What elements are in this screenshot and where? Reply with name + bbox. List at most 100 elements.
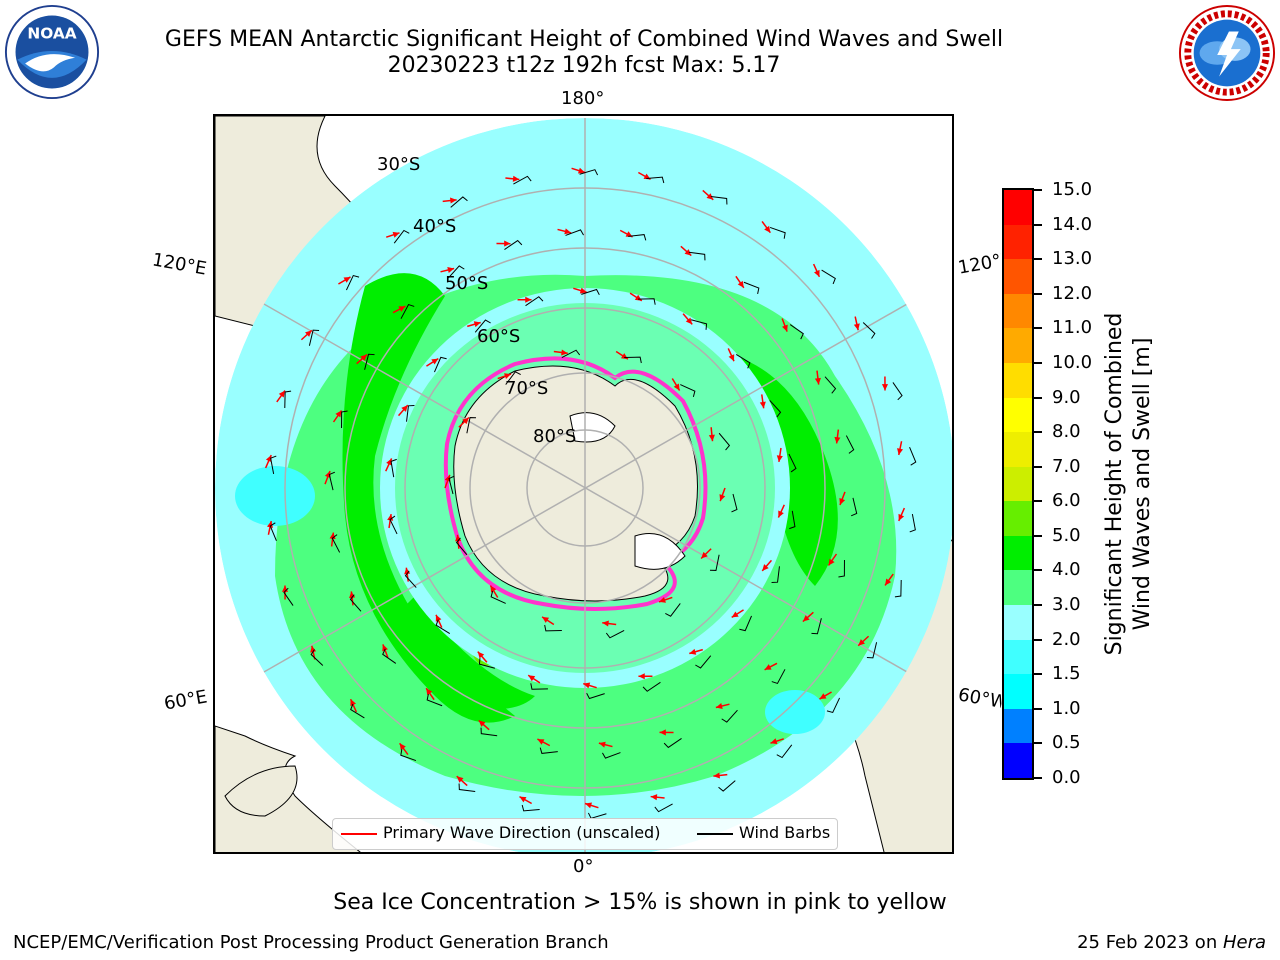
wave-arrow-head: [659, 597, 666, 603]
wave-arrow-head: [382, 644, 388, 652]
lon-label-0: 0°: [573, 856, 594, 877]
land-madagascar: [224, 765, 298, 817]
wind-barb: [341, 410, 348, 428]
wave-arrow-head: [776, 455, 783, 462]
wind-barb: [283, 587, 294, 606]
wind-barbs: [269, 169, 917, 819]
lon-label-180: 180°: [561, 88, 605, 109]
wind-barb: [824, 376, 837, 394]
wave-arrow-head: [456, 776, 464, 783]
colorbar-tick: [1034, 638, 1042, 641]
wind-barb: [771, 566, 780, 584]
colorbar-tick: [1034, 223, 1042, 226]
wind-barb: [731, 493, 738, 513]
wind-barb: [400, 303, 415, 319]
wave-arrow-head: [329, 532, 336, 540]
wind-barb: [521, 804, 540, 812]
wind-barb: [455, 537, 468, 556]
wind-barb: [349, 594, 362, 612]
wave-arrow-head: [602, 620, 609, 627]
wind-barb: [665, 603, 681, 617]
wind-barb: [270, 455, 277, 475]
wave-arrow-head: [762, 564, 769, 571]
wind-barb: [769, 400, 782, 418]
wave-direction-arrows: [264, 167, 906, 809]
colorbar-segment: [1004, 293, 1032, 329]
colorbar-segment: [1004, 327, 1032, 363]
wave-arrow-head: [504, 240, 511, 247]
polar-map[interactable]: 30°S 40°S 50°S 60°S 70°S 80°S: [213, 114, 954, 854]
wind-barb: [811, 618, 822, 635]
wind-barb: [688, 251, 706, 261]
swh-low-patch-1: [235, 466, 315, 526]
wind-barb: [789, 510, 796, 530]
wind-barb: [458, 783, 476, 793]
wave-arrow-head: [759, 401, 766, 409]
colorbar-tick-label: 0.5: [1052, 732, 1081, 754]
wave-arrow-head: [737, 280, 744, 288]
colorbar-tick: [1034, 396, 1042, 399]
wind-barb: [474, 319, 491, 333]
wave-arrow-head: [828, 558, 835, 566]
wind-barb: [909, 447, 917, 466]
footer-host: Hera: [1222, 932, 1266, 953]
colorbar-tick: [1034, 500, 1042, 503]
wave-arrow-head: [708, 434, 715, 442]
wave-arrow-head: [537, 739, 545, 745]
wave-arrow-head: [343, 276, 351, 283]
nws-logo-icon: [1178, 4, 1276, 102]
colorbar-tick: [1034, 431, 1042, 434]
wave-arrow-head: [360, 354, 368, 361]
wind-barb: [435, 619, 451, 634]
wave-arrow-head: [853, 323, 860, 331]
wind-barb: [894, 580, 902, 598]
wind-barb: [393, 229, 410, 244]
ice-shelf-weddell: [634, 533, 686, 570]
wind-barb: [709, 554, 720, 571]
colorbar-tick: [1034, 673, 1042, 676]
wave-arrow-head: [625, 231, 633, 237]
colorbar-title: Significant Height of Combined Wind Wave…: [1101, 313, 1157, 656]
lat-label-60: 60°S: [477, 326, 520, 347]
colorbar-tick: [1034, 707, 1042, 710]
lon-label-120e: 120°E: [150, 249, 209, 280]
map-legend: Primary Wave Direction (unscaled) Wind B…: [332, 818, 838, 850]
colorbar-segment: [1004, 639, 1032, 675]
lat-label-80: 80°S: [533, 426, 576, 447]
wave-arrow-head: [278, 390, 285, 398]
swh-band-4m-south: [395, 596, 535, 710]
wave-arrow-head: [490, 585, 497, 593]
wave-arrow-head: [897, 448, 903, 455]
wind-barb: [586, 692, 605, 700]
wave-arrow-head: [583, 682, 591, 689]
wind-barb: [826, 697, 841, 714]
wave-arrow-head: [447, 267, 455, 273]
wave-arrow-head: [450, 197, 457, 204]
wave-arrow-head: [814, 377, 821, 385]
wind-barb: [579, 169, 599, 176]
wind-barb: [638, 298, 656, 305]
wave-arrow-head: [399, 743, 406, 751]
colorbar-tick-label: 13.0: [1052, 248, 1093, 270]
wind-barb: [505, 371, 521, 385]
wind-barb: [789, 324, 804, 340]
map-canvas: 30°S 40°S 50°S 60°S 70°S 80°S: [215, 116, 952, 852]
lat-label-70: 70°S: [505, 378, 548, 399]
title-line2: 20230223 t12z 192h fcst Max: 5.17: [387, 53, 781, 78]
graticule: [215, 118, 952, 852]
colorbar-segment: [1004, 535, 1032, 571]
legend-barb-label: Wind Barbs: [739, 823, 831, 842]
footer-date: 25 Feb 2023 on Hera: [1077, 932, 1266, 953]
wind-barb: [739, 615, 752, 632]
wind-barb: [406, 404, 415, 422]
wave-arrow-head: [386, 458, 392, 466]
wave-arrow-head: [305, 330, 312, 337]
wave-arrow-head: [477, 651, 485, 659]
colorbar-tick-label: 7.0: [1052, 455, 1081, 477]
wind-barb: [866, 642, 878, 659]
colorbar-tick: [1034, 327, 1042, 330]
wind-barb: [530, 683, 548, 690]
colorbar: [1002, 188, 1034, 780]
wind-barb: [721, 709, 738, 723]
wind-barb: [663, 738, 682, 749]
